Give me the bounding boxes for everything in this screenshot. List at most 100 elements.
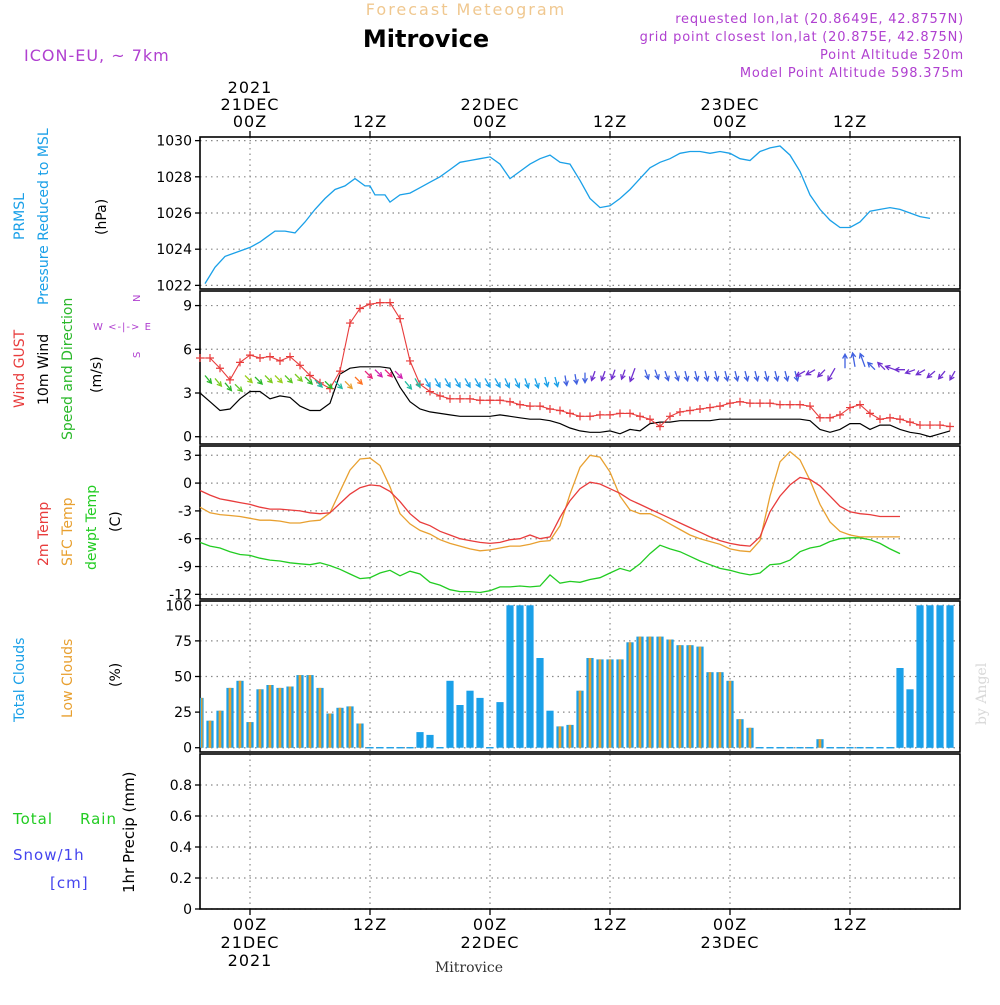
pressure-ytick-label: 1026 bbox=[156, 206, 192, 222]
temp2m-line bbox=[199, 476, 900, 547]
gust-marker bbox=[856, 400, 864, 409]
wind-direction-arrow bbox=[850, 351, 857, 367]
total-cloud-bar bbox=[906, 689, 914, 748]
low-cloud-bar bbox=[258, 689, 262, 748]
wind-direction-arrow bbox=[628, 367, 636, 383]
wind-ytick-label: 0 bbox=[183, 430, 192, 446]
time-label-bottom: 21DEC bbox=[221, 933, 280, 952]
wind-direction-arrow bbox=[374, 369, 384, 378]
dew-label: dewpt Temp bbox=[84, 485, 100, 570]
low-cloud-bar bbox=[698, 646, 702, 748]
compass-rose: N W <-|-> E S bbox=[93, 295, 152, 358]
low-cloud-bar bbox=[568, 724, 572, 748]
wind-direction-arrow bbox=[214, 377, 223, 388]
wind-direction-arrow bbox=[876, 361, 886, 371]
gust-marker bbox=[636, 412, 644, 421]
total-cloud-bar bbox=[466, 690, 474, 748]
time-label-bottom: 22DEC bbox=[461, 933, 520, 952]
wind-direction-arrow bbox=[424, 378, 431, 389]
wind-direction-arrow bbox=[244, 375, 254, 384]
pressure-ytick-label: 1028 bbox=[156, 170, 192, 186]
low-cloud-bar bbox=[268, 685, 272, 748]
wind-direction-arrow bbox=[474, 378, 481, 389]
wind-direction-arrow bbox=[674, 370, 680, 382]
wind-direction-arrow bbox=[224, 382, 233, 392]
wind-direction-arrow bbox=[926, 370, 936, 379]
total-cloud-bar bbox=[506, 605, 514, 748]
gust-marker bbox=[376, 298, 384, 307]
gust-marker bbox=[566, 409, 574, 418]
temperature-panel: 3 0 -3 -6 -9 -12 bbox=[169, 445, 961, 603]
wind-direction-arrow bbox=[454, 378, 461, 389]
gust-marker bbox=[536, 402, 544, 411]
time-label-bottom: 00Z bbox=[233, 915, 267, 934]
wind-direction-arrow bbox=[274, 375, 284, 384]
wind-direction-arrow bbox=[733, 370, 740, 383]
model-label: ICON-EU, ~ 7km bbox=[24, 46, 170, 65]
gust-marker bbox=[476, 396, 484, 405]
total-cloud-bar bbox=[476, 697, 484, 748]
temp-unit: (C) bbox=[108, 511, 124, 532]
compass-west-east: W <-|-> E bbox=[93, 322, 152, 333]
compass-south: S bbox=[132, 352, 143, 358]
total-rain-label-1: Total bbox=[12, 810, 53, 828]
low-cloud-bar bbox=[238, 680, 242, 748]
clouds-unit: (%) bbox=[108, 663, 124, 687]
low-cloud-bar bbox=[708, 672, 712, 748]
wind-direction-arrow bbox=[384, 369, 394, 378]
wind-direction-arrow bbox=[464, 378, 471, 389]
sfc-temp-line bbox=[199, 450, 900, 553]
wind-direction-arrow bbox=[354, 376, 364, 385]
wind-direction-arrow bbox=[534, 378, 540, 390]
low-cloud-bar bbox=[678, 645, 682, 748]
time-label-top: 00Z bbox=[713, 112, 747, 131]
precipitation-ytick-label: 0.2 bbox=[170, 871, 192, 887]
clouds-panel: 0 25 50 75 100 bbox=[165, 598, 961, 757]
gust-label: Wind GUST bbox=[12, 329, 28, 408]
wind-direction-arrow bbox=[937, 370, 946, 380]
total-cloud-bar bbox=[416, 732, 424, 748]
pressure-label-2: Pressure Reduced to MSL bbox=[36, 128, 52, 305]
total-cloud-bar bbox=[426, 734, 434, 748]
gust-marker bbox=[496, 396, 504, 405]
total-clouds-label: Total Clouds bbox=[12, 638, 28, 723]
pressure-ytick-label: 1030 bbox=[156, 134, 192, 150]
gust-marker bbox=[876, 415, 884, 424]
direction-label: Speed and Direction bbox=[60, 298, 76, 440]
wind-direction-arrow bbox=[414, 378, 421, 389]
wind-direction-arrow bbox=[590, 370, 596, 382]
low-cloud-bar bbox=[648, 636, 652, 748]
low-cloud-bar bbox=[668, 639, 672, 748]
wind-direction-arrow bbox=[254, 376, 264, 385]
time-label-top: 12Z bbox=[593, 112, 627, 131]
wind-direction-arrow bbox=[827, 367, 836, 382]
gust-marker bbox=[276, 356, 284, 365]
wind-speed-line bbox=[199, 366, 951, 438]
wind-direction-arrow bbox=[543, 376, 550, 388]
gust-marker bbox=[456, 394, 464, 403]
gust-marker bbox=[736, 397, 744, 406]
total-cloud-bar bbox=[946, 605, 954, 748]
info-requested: requested lon,lat (20.8649E, 42.8757N) bbox=[675, 12, 964, 27]
wind-direction-arrow bbox=[264, 375, 274, 384]
wind-direction-arrow bbox=[484, 378, 491, 389]
total-cloud-bar bbox=[926, 605, 934, 748]
chart-subtitle: Forecast Meteogram bbox=[366, 0, 566, 19]
wind-direction-arrow bbox=[805, 369, 816, 376]
wind-direction-arrow bbox=[620, 369, 626, 381]
dewpoint-line bbox=[199, 537, 901, 594]
info-gridpoint: grid point closest lon,lat (20.875E, 42.… bbox=[640, 30, 964, 45]
total-cloud-bar bbox=[546, 710, 554, 748]
wind-direction-arrow bbox=[723, 370, 730, 383]
gust-marker bbox=[716, 402, 724, 411]
low-cloud-bar bbox=[728, 680, 732, 748]
gust-marker bbox=[386, 298, 394, 307]
total-rain-label-2: Rain bbox=[80, 810, 117, 828]
wind-direction-arrow bbox=[434, 378, 441, 389]
wind-direction-arrow bbox=[234, 383, 244, 393]
low-cloud-bar bbox=[748, 727, 752, 748]
wind-direction-arrow bbox=[915, 369, 926, 376]
wind-direction-arrow bbox=[795, 370, 806, 377]
time-label-bottom: 00Z bbox=[473, 915, 507, 934]
footer-location: Mitrovice bbox=[435, 960, 503, 976]
